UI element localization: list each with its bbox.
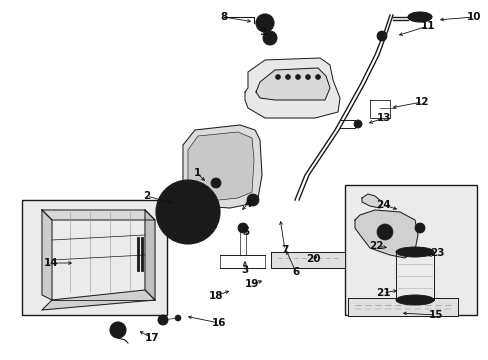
Text: 23: 23 bbox=[429, 248, 443, 258]
Text: 3: 3 bbox=[241, 265, 248, 275]
Circle shape bbox=[110, 322, 126, 338]
FancyBboxPatch shape bbox=[345, 185, 476, 315]
Text: 13: 13 bbox=[376, 113, 390, 123]
Ellipse shape bbox=[395, 247, 433, 257]
Circle shape bbox=[156, 180, 220, 244]
Circle shape bbox=[315, 75, 320, 80]
Text: 7: 7 bbox=[281, 245, 288, 255]
Polygon shape bbox=[187, 132, 253, 202]
Text: 19: 19 bbox=[244, 279, 259, 289]
Text: 5: 5 bbox=[242, 227, 249, 237]
Text: 15: 15 bbox=[428, 310, 442, 320]
Polygon shape bbox=[347, 298, 457, 316]
Circle shape bbox=[175, 315, 181, 321]
Text: 14: 14 bbox=[43, 258, 58, 268]
Polygon shape bbox=[354, 210, 417, 258]
Polygon shape bbox=[42, 290, 155, 310]
Text: 6: 6 bbox=[292, 267, 299, 277]
Text: 8: 8 bbox=[220, 12, 227, 22]
Text: 24: 24 bbox=[375, 200, 389, 210]
Circle shape bbox=[158, 315, 168, 325]
Circle shape bbox=[210, 178, 221, 188]
Circle shape bbox=[246, 194, 259, 206]
Polygon shape bbox=[183, 125, 262, 208]
Circle shape bbox=[263, 31, 276, 45]
Polygon shape bbox=[361, 194, 381, 208]
Circle shape bbox=[178, 202, 198, 222]
Text: 21: 21 bbox=[375, 288, 389, 298]
Text: 11: 11 bbox=[420, 21, 434, 31]
Text: 20: 20 bbox=[305, 254, 320, 264]
Circle shape bbox=[376, 224, 392, 240]
Circle shape bbox=[414, 223, 424, 233]
Circle shape bbox=[305, 75, 310, 80]
Circle shape bbox=[376, 31, 386, 41]
Text: 17: 17 bbox=[144, 333, 159, 343]
Circle shape bbox=[353, 120, 361, 128]
Text: 2: 2 bbox=[143, 191, 150, 201]
Polygon shape bbox=[42, 210, 155, 220]
Text: 12: 12 bbox=[414, 97, 428, 107]
Ellipse shape bbox=[395, 295, 433, 305]
Text: 18: 18 bbox=[208, 291, 223, 301]
Circle shape bbox=[238, 223, 247, 233]
Text: 10: 10 bbox=[466, 12, 480, 22]
Ellipse shape bbox=[407, 12, 431, 22]
Text: 1: 1 bbox=[193, 168, 200, 178]
Circle shape bbox=[256, 14, 273, 32]
Text: 22: 22 bbox=[368, 241, 383, 251]
FancyBboxPatch shape bbox=[22, 200, 167, 315]
Polygon shape bbox=[270, 252, 345, 268]
Circle shape bbox=[285, 75, 290, 80]
Polygon shape bbox=[256, 68, 329, 100]
Text: 4: 4 bbox=[244, 199, 251, 209]
Polygon shape bbox=[145, 210, 155, 300]
Text: 16: 16 bbox=[211, 318, 226, 328]
Circle shape bbox=[275, 75, 280, 80]
Text: 9: 9 bbox=[259, 27, 266, 37]
Circle shape bbox=[295, 75, 300, 80]
Polygon shape bbox=[244, 58, 339, 118]
Polygon shape bbox=[42, 210, 52, 300]
